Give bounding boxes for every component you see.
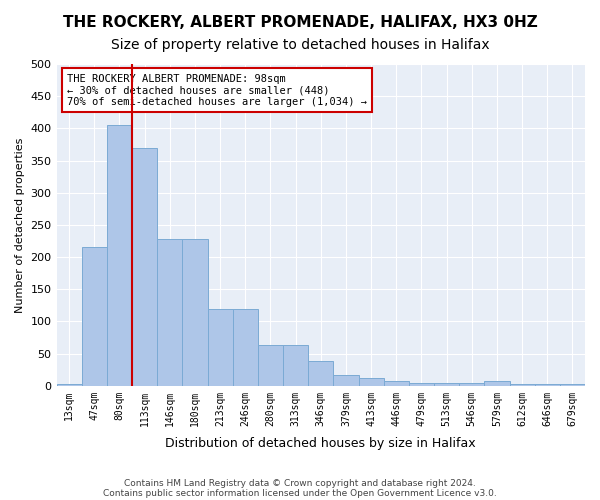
Bar <box>334 375 359 386</box>
Bar <box>56 384 82 386</box>
Text: Size of property relative to detached houses in Halifax: Size of property relative to detached ho… <box>110 38 490 52</box>
Bar <box>359 378 383 386</box>
Text: Contains HM Land Registry data © Crown copyright and database right 2024.: Contains HM Land Registry data © Crown c… <box>124 478 476 488</box>
Bar <box>182 239 208 386</box>
Y-axis label: Number of detached properties: Number of detached properties <box>15 137 25 312</box>
Bar <box>535 384 560 386</box>
Bar <box>560 384 585 386</box>
Bar <box>258 344 283 386</box>
Bar <box>509 384 535 386</box>
Bar <box>107 125 132 386</box>
Bar <box>132 148 157 386</box>
Bar <box>283 344 308 386</box>
Bar <box>383 382 409 386</box>
Bar <box>157 239 182 386</box>
X-axis label: Distribution of detached houses by size in Halifax: Distribution of detached houses by size … <box>166 437 476 450</box>
Bar <box>434 382 459 386</box>
Bar <box>459 382 484 386</box>
Text: Contains public sector information licensed under the Open Government Licence v3: Contains public sector information licen… <box>103 488 497 498</box>
Bar <box>82 248 107 386</box>
Bar <box>409 382 434 386</box>
Bar <box>208 309 233 386</box>
Bar <box>484 380 509 386</box>
Text: THE ROCKERY, ALBERT PROMENADE, HALIFAX, HX3 0HZ: THE ROCKERY, ALBERT PROMENADE, HALIFAX, … <box>62 15 538 30</box>
Bar <box>233 309 258 386</box>
Bar <box>308 362 334 386</box>
Text: THE ROCKERY ALBERT PROMENADE: 98sqm
← 30% of detached houses are smaller (448)
7: THE ROCKERY ALBERT PROMENADE: 98sqm ← 30… <box>67 74 367 107</box>
